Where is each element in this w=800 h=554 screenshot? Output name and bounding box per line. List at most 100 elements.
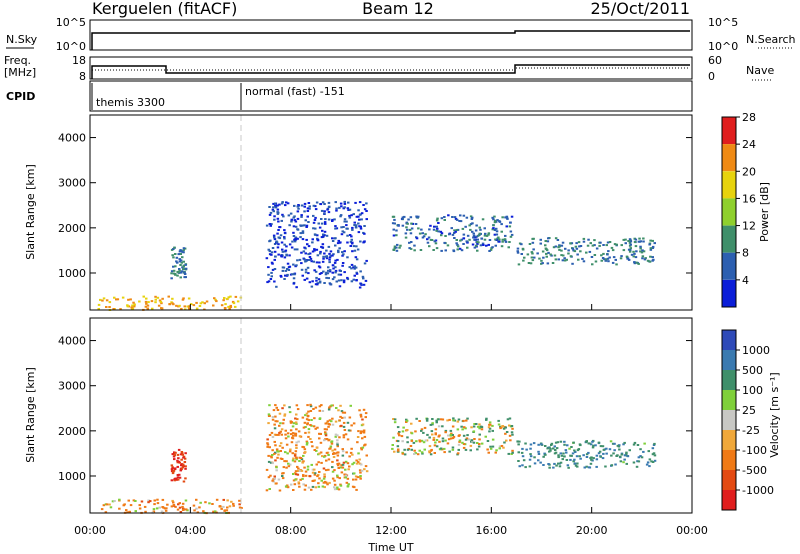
power-echo-cell xyxy=(297,204,300,206)
velocity-echo-cell xyxy=(283,404,286,407)
power-echo-cell xyxy=(611,249,615,252)
velocity-echo-cell xyxy=(288,406,291,409)
power-echo-cell xyxy=(305,238,308,241)
power-echo-cell xyxy=(270,271,273,274)
velocity-echo-cell xyxy=(452,419,455,422)
velocity-echo-cell xyxy=(284,429,287,432)
velocity-echo-cell xyxy=(275,406,278,409)
power-echo-cell xyxy=(130,306,133,309)
power-echo-cell xyxy=(475,224,478,227)
freq-panel: Freq. [MHz] 18 8 60 0 Nave xyxy=(4,54,774,83)
velocity-echo-cell xyxy=(355,488,358,491)
power-echo-cell xyxy=(272,210,275,213)
velocity-echo-cell xyxy=(601,445,605,448)
velocity-echo-cell xyxy=(476,448,479,451)
velocity-echo-cell xyxy=(184,499,188,502)
power-echo-cell xyxy=(414,223,418,225)
power-echo-cell xyxy=(476,234,480,237)
velocity-echo-cell xyxy=(438,434,441,437)
velocity-echo-cell xyxy=(620,453,624,456)
velocity-echo-cell xyxy=(489,423,492,426)
power-echo-cell xyxy=(129,298,132,301)
power-echo-cell xyxy=(478,226,481,229)
power-echo-cell xyxy=(307,221,310,223)
velocity-echo-cell xyxy=(281,407,284,410)
power-echo-cell xyxy=(337,251,340,254)
velocity-echo-cell xyxy=(318,471,321,473)
power-echo-cell xyxy=(494,219,497,222)
power-echo-cell xyxy=(178,260,182,263)
power-echo-cell xyxy=(151,307,154,310)
power-echo-cell xyxy=(312,260,315,263)
velocity-echo-cell xyxy=(363,468,366,471)
velocity-echo-cell xyxy=(623,458,626,461)
velocity-echo-cell xyxy=(281,422,285,425)
power-echo-cell xyxy=(327,266,330,269)
power-echo-cell xyxy=(323,221,327,224)
power-echo-cell xyxy=(288,224,291,227)
velocity-echo-cell xyxy=(491,424,494,427)
velocity-echo-cell xyxy=(405,418,408,421)
power-echo-cell xyxy=(280,219,283,222)
velocity-echo-cell xyxy=(348,416,352,419)
power-echo-cell xyxy=(286,268,289,270)
velocity-echo-cell xyxy=(574,451,577,453)
power-echo-cell xyxy=(541,250,545,253)
power-echo-cell xyxy=(303,210,306,213)
power-echo-cell xyxy=(643,258,647,261)
velocity-echo-cell xyxy=(303,488,307,491)
power-echo-cell xyxy=(343,271,346,274)
power-echo-cell xyxy=(287,266,291,269)
power-echo-cell xyxy=(493,229,497,231)
velocity-echo-cell xyxy=(543,452,546,455)
velocity-echo-cell xyxy=(275,469,278,472)
time-x-tick-label: 00:00 xyxy=(676,524,708,537)
power-echo-cell xyxy=(395,229,398,232)
velocity-colorbar-swatch xyxy=(722,430,736,450)
velocity-echo-cell xyxy=(305,443,309,446)
power-echo-cell xyxy=(428,228,431,231)
velocity-echo-cell xyxy=(313,417,316,420)
power-echo-cell xyxy=(324,222,327,225)
velocity-echo-cell xyxy=(184,452,187,455)
velocity-echo-cell xyxy=(271,418,275,421)
velocity-echo-cell xyxy=(281,475,284,477)
velocity-echo-cell xyxy=(563,440,566,443)
freq-label-2: [MHz] xyxy=(4,66,36,79)
power-colorbar-tick-label: 16 xyxy=(742,192,756,205)
velocity-echo-cell xyxy=(623,454,627,457)
power-echo-cell xyxy=(516,250,519,253)
velocity-echo-cell xyxy=(304,431,307,434)
power-echo-cell xyxy=(558,244,561,247)
velocity-echo-cell xyxy=(361,446,365,449)
velocity-echo-cell xyxy=(331,477,335,480)
power-echo-cell xyxy=(178,258,181,261)
velocity-echo-cell xyxy=(128,510,131,513)
power-echo-cell xyxy=(485,244,488,247)
power-echo-cell xyxy=(333,276,336,279)
power-echo-cell xyxy=(475,235,479,238)
velocity-echo-cell xyxy=(275,482,278,485)
velocity-echo-cell xyxy=(338,419,341,422)
velocity-echo-cell xyxy=(651,461,655,463)
power-echo-cell xyxy=(413,249,416,252)
power-echo-cell xyxy=(626,256,629,259)
velocity-echo-cell xyxy=(326,420,330,423)
power-echo-cell xyxy=(321,246,325,249)
power-echo-cell xyxy=(472,236,475,239)
power-echo-cell xyxy=(471,230,474,233)
velocity-echo-cell xyxy=(579,457,582,460)
velocity-echo-cell xyxy=(173,467,177,470)
velocity-echo-cell xyxy=(301,416,305,419)
velocity-echo-cell xyxy=(291,432,295,435)
power-echo-cell xyxy=(341,230,344,233)
power-echo-cell xyxy=(280,202,284,205)
velocity-echo-cell xyxy=(453,419,457,422)
velocity-echo-cell xyxy=(147,499,150,502)
power-echo-cell xyxy=(265,257,269,260)
power-echo-cell xyxy=(183,276,186,279)
power-echo-cell xyxy=(357,209,360,212)
power-echo-cell xyxy=(651,256,654,259)
velocity-echo-cell xyxy=(294,470,298,473)
power-echo-cell xyxy=(105,306,108,308)
